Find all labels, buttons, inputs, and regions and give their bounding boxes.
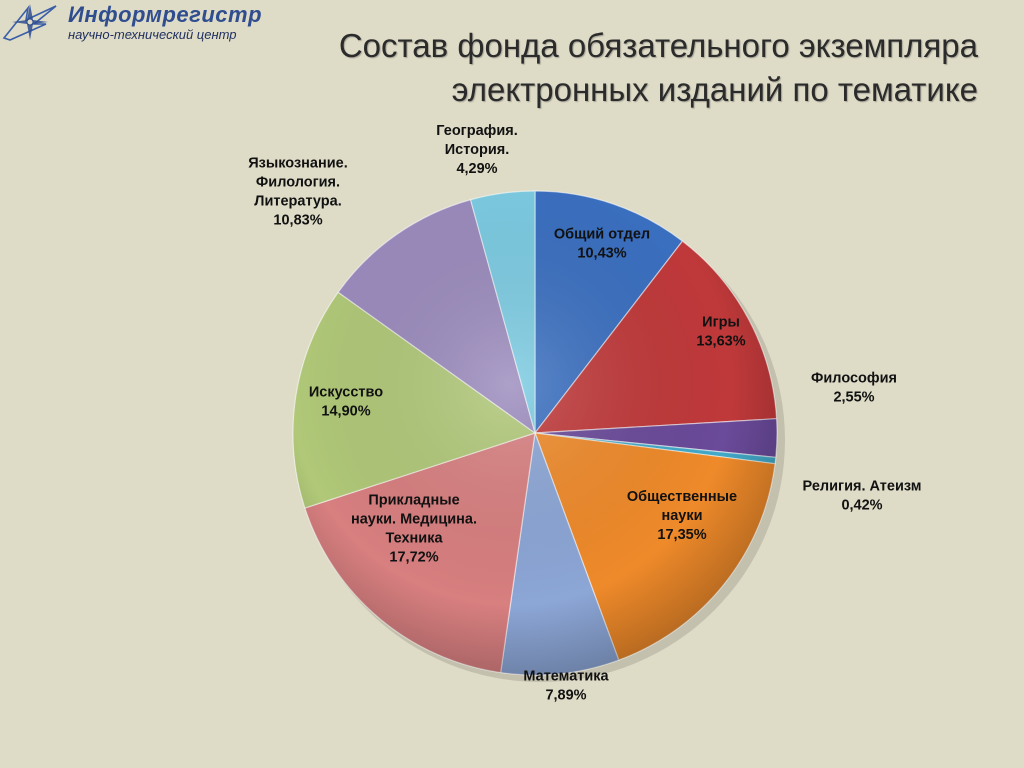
- pie-labels: Общий отдел 10,43% Игры 13,63% Философия 2,55…: [248, 123, 921, 704]
- slice-category-label: Языкознание.: [248, 156, 348, 172]
- slice-category-label: науки: [661, 508, 702, 524]
- slice-value-label: 17,35%: [657, 527, 706, 543]
- slice-category-label: Филология.: [256, 175, 340, 191]
- slice-value-label: 0,42%: [841, 498, 882, 514]
- slice-label: Игры 13,63%: [696, 315, 745, 350]
- slice-category-label: География.: [436, 123, 517, 139]
- slice-category-label: Литература.: [254, 194, 341, 210]
- slice-category-label: Техника: [385, 531, 443, 547]
- slice-category-label: науки. Медицина.: [351, 512, 477, 528]
- slice-label: Языкознание. Филология. Литература. 10,83%: [248, 156, 348, 229]
- slice-value-label: 10,83%: [273, 213, 322, 229]
- slice-value-label: 4,29%: [456, 161, 497, 177]
- slice-label: География. История. 4,29%: [436, 123, 517, 177]
- slide-title-line-1: Состав фонда обязательного экземпляра: [338, 27, 978, 64]
- slice-category-label: Общественные: [627, 489, 737, 505]
- slice-value-label: 7,89%: [545, 688, 586, 704]
- slice-category-label: История.: [445, 142, 510, 158]
- slice-value-label: 14,90%: [321, 404, 370, 420]
- slice-category-label: Прикладные: [368, 493, 459, 509]
- pie-slices: [292, 190, 778, 676]
- slice-label: Общий отдел 10,43%: [554, 227, 650, 262]
- brand-name: Информрегистр: [68, 2, 263, 27]
- slide-title: Состав фонда обязательного экземпляра эл…: [318, 24, 978, 112]
- compass-logo-icon: [2, 4, 57, 41]
- slice-value-label: 2,55%: [833, 390, 874, 406]
- slice-value-label: 17,72%: [389, 550, 438, 566]
- slice-label: Религия. Атеизм 0,42%: [803, 479, 922, 514]
- slice-category-label: Математика: [523, 669, 609, 685]
- slide-title-line-2: электронных изданий по тематике: [451, 71, 978, 108]
- slice-value-label: 13,63%: [696, 334, 745, 350]
- brand-subtitle: научно-технический центр: [68, 27, 237, 42]
- slice-label: Математика 7,89%: [523, 669, 609, 704]
- slice-category-label: Общий отдел: [554, 227, 650, 243]
- slice-category-label: Религия. Атеизм: [803, 479, 922, 495]
- slice-category-label: Философия: [811, 371, 897, 387]
- slice-label: Искусство 14,90%: [309, 385, 383, 420]
- slice-label: Философия 2,55%: [811, 371, 897, 406]
- slice-label: Общественные науки 17,35%: [627, 489, 737, 543]
- slice-category-label: Игры: [702, 315, 740, 331]
- slice-value-label: 10,43%: [577, 246, 626, 262]
- slice-category-label: Искусство: [309, 385, 383, 401]
- slice-label: Прикладные науки. Медицина. Техника 17,72%: [351, 493, 477, 566]
- brand-logo: Информрегистр научно-технический центр: [0, 0, 300, 46]
